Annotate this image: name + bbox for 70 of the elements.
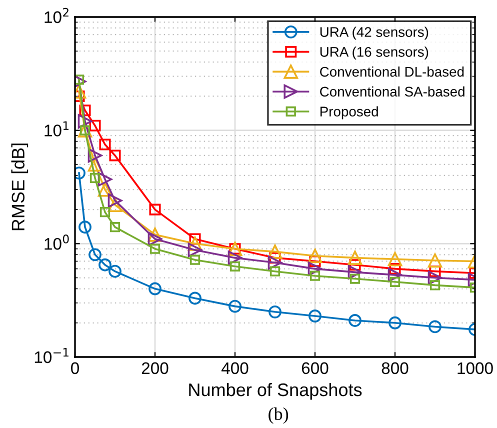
x-tick-label: 0 [71, 362, 79, 374]
y-axis-title: RMSE [dB] [11, 144, 28, 230]
point [350, 274, 360, 284]
point [100, 207, 110, 218]
point [228, 300, 242, 313]
point [348, 265, 362, 280]
point [390, 276, 400, 287]
point [268, 244, 282, 259]
point [429, 266, 441, 278]
point [308, 310, 322, 322]
point [98, 258, 112, 272]
point [349, 259, 361, 271]
point [228, 250, 242, 265]
x-tick-label: 800 [382, 362, 408, 374]
x-tick-label: 200 [142, 362, 168, 374]
point [98, 172, 112, 186]
point [230, 261, 240, 272]
point [190, 254, 200, 265]
point [268, 305, 282, 318]
legend-label: Proposed [320, 106, 378, 120]
point [268, 255, 282, 270]
point [388, 252, 402, 266]
legend-label: Conventional DL-based [320, 66, 464, 77]
point [88, 157, 102, 172]
legend-label: URA (16 sensors) [320, 46, 428, 60]
point [188, 242, 202, 258]
point [308, 262, 322, 276]
point [188, 292, 202, 305]
point [79, 104, 91, 116]
point [149, 204, 161, 216]
point [75, 74, 84, 85]
x-tick-label: 1000 [458, 362, 493, 374]
point [388, 316, 402, 330]
point [88, 148, 102, 163]
point [108, 264, 122, 278]
point [99, 138, 111, 150]
text: (b) [268, 407, 288, 424]
x-tick-label: 400 [221, 362, 248, 374]
point [188, 236, 202, 251]
point [148, 228, 162, 242]
point [89, 120, 101, 132]
point [78, 114, 92, 129]
y-tick-label: 10$^{−1}$ [34, 348, 68, 364]
point [348, 250, 362, 265]
point [98, 182, 112, 197]
point [108, 193, 122, 208]
point [428, 320, 442, 334]
point [308, 248, 322, 264]
point [148, 232, 162, 246]
point [148, 282, 162, 296]
x-tick-label: 600 [302, 362, 328, 374]
point [110, 222, 120, 232]
y-tick-label: 10$^{0}$ [44, 234, 69, 250]
point [270, 266, 280, 276]
point [109, 150, 121, 162]
point [428, 270, 442, 285]
point [388, 268, 402, 282]
y-tick-label: 10$^{1}$ [44, 121, 69, 136]
point [430, 280, 440, 290]
legend-label: Conventional SA-based [320, 86, 464, 97]
point [428, 253, 442, 268]
legend-label: URA (42 sensors) [320, 26, 428, 40]
y-tick-label: 10$^{2}$ [44, 8, 68, 24]
point [78, 220, 92, 234]
point [88, 248, 102, 262]
x-axis-title: Number of Snapshots [189, 382, 362, 400]
point [348, 314, 362, 327]
point [150, 244, 160, 254]
point [90, 172, 100, 184]
point [310, 270, 320, 281]
